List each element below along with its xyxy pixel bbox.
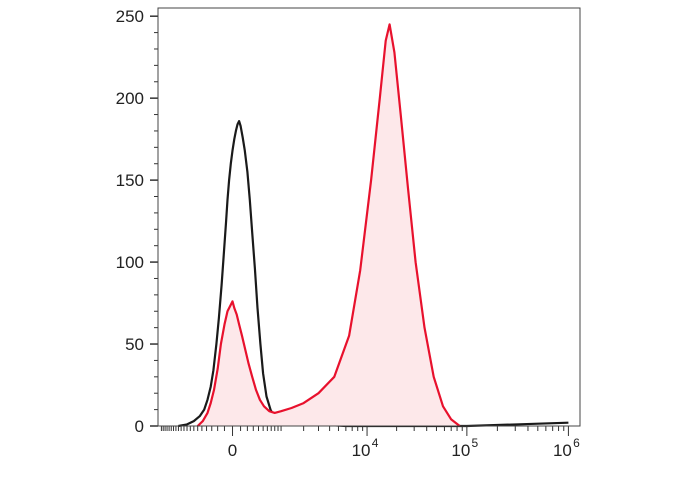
y-tick-label: 250 — [116, 7, 144, 26]
x-axis: 0 10 4 10 5 10 6 — [160, 426, 580, 460]
y-tick-label: 0 — [135, 417, 144, 436]
y-tick-label: 150 — [116, 171, 144, 190]
y-tick-label: 50 — [125, 335, 144, 354]
x-tick-base: 10 — [451, 441, 470, 460]
x-tick-base: 10 — [352, 441, 371, 460]
series-1-line — [196, 23, 461, 427]
x-tick-exponent: 6 — [573, 436, 580, 450]
x-tick-label: 10 6 — [553, 436, 580, 460]
plot-frame — [157, 7, 581, 427]
plot-area — [178, 23, 569, 428]
y-axis: 0 50 100 150 200 250 — [116, 7, 158, 436]
x-tick-base: 10 — [553, 441, 572, 460]
x-tick-label: 0 — [228, 441, 237, 460]
y-tick-label: 200 — [116, 89, 144, 108]
series-1-area — [197, 24, 460, 427]
x-tick-exponent: 5 — [472, 436, 479, 450]
x-tick-exponent: 4 — [372, 436, 379, 450]
x-tick-label: 10 5 — [451, 436, 478, 460]
x-tick-label: 10 4 — [352, 436, 379, 460]
y-tick-label: 100 — [116, 253, 144, 272]
x-tick-base: 0 — [228, 441, 237, 460]
